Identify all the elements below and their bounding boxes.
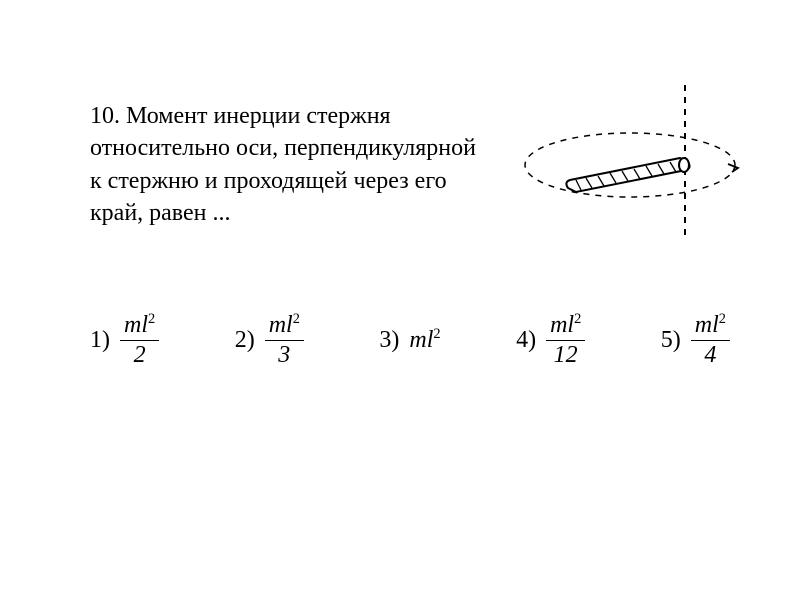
- question-text: 10. Момент инерции стержня относительно …: [90, 100, 490, 230]
- option-2: 2) ml2 3: [235, 312, 304, 368]
- option-label: 2): [235, 327, 255, 354]
- rotation-arrow-icon: [728, 164, 738, 172]
- answer-options: 1) ml2 2 2) ml2 3 3) ml2 4) ml2: [90, 300, 730, 380]
- option-formula: ml2 2: [120, 312, 159, 368]
- option-formula: ml2 12: [546, 312, 585, 368]
- option-5: 5) ml2 4: [661, 312, 730, 368]
- option-formula: ml2 4: [691, 312, 730, 368]
- rotation-ellipse: [525, 133, 735, 197]
- option-label: 1): [90, 327, 110, 354]
- option-3: 3) ml2: [379, 326, 440, 354]
- option-formula: ml2 3: [265, 312, 304, 368]
- diagram-svg: [510, 80, 750, 240]
- rod: [566, 158, 689, 192]
- fraction-bar: [120, 340, 159, 341]
- question-body: Момент инерции стержня относительно оси,…: [90, 103, 476, 226]
- rotation-diagram: [510, 80, 750, 240]
- option-4: 4) ml2 12: [516, 312, 585, 368]
- option-label: 3): [379, 327, 399, 354]
- option-label: 4): [516, 327, 536, 354]
- option-formula: ml2: [409, 326, 440, 354]
- page: 10. Момент инерции стержня относительно …: [0, 0, 800, 600]
- fraction-bar: [691, 340, 730, 341]
- fraction-bar: [265, 340, 304, 341]
- question-number: 10.: [90, 103, 120, 129]
- option-label: 5): [661, 327, 681, 354]
- fraction-bar: [546, 340, 585, 341]
- option-1: 1) ml2 2: [90, 312, 159, 368]
